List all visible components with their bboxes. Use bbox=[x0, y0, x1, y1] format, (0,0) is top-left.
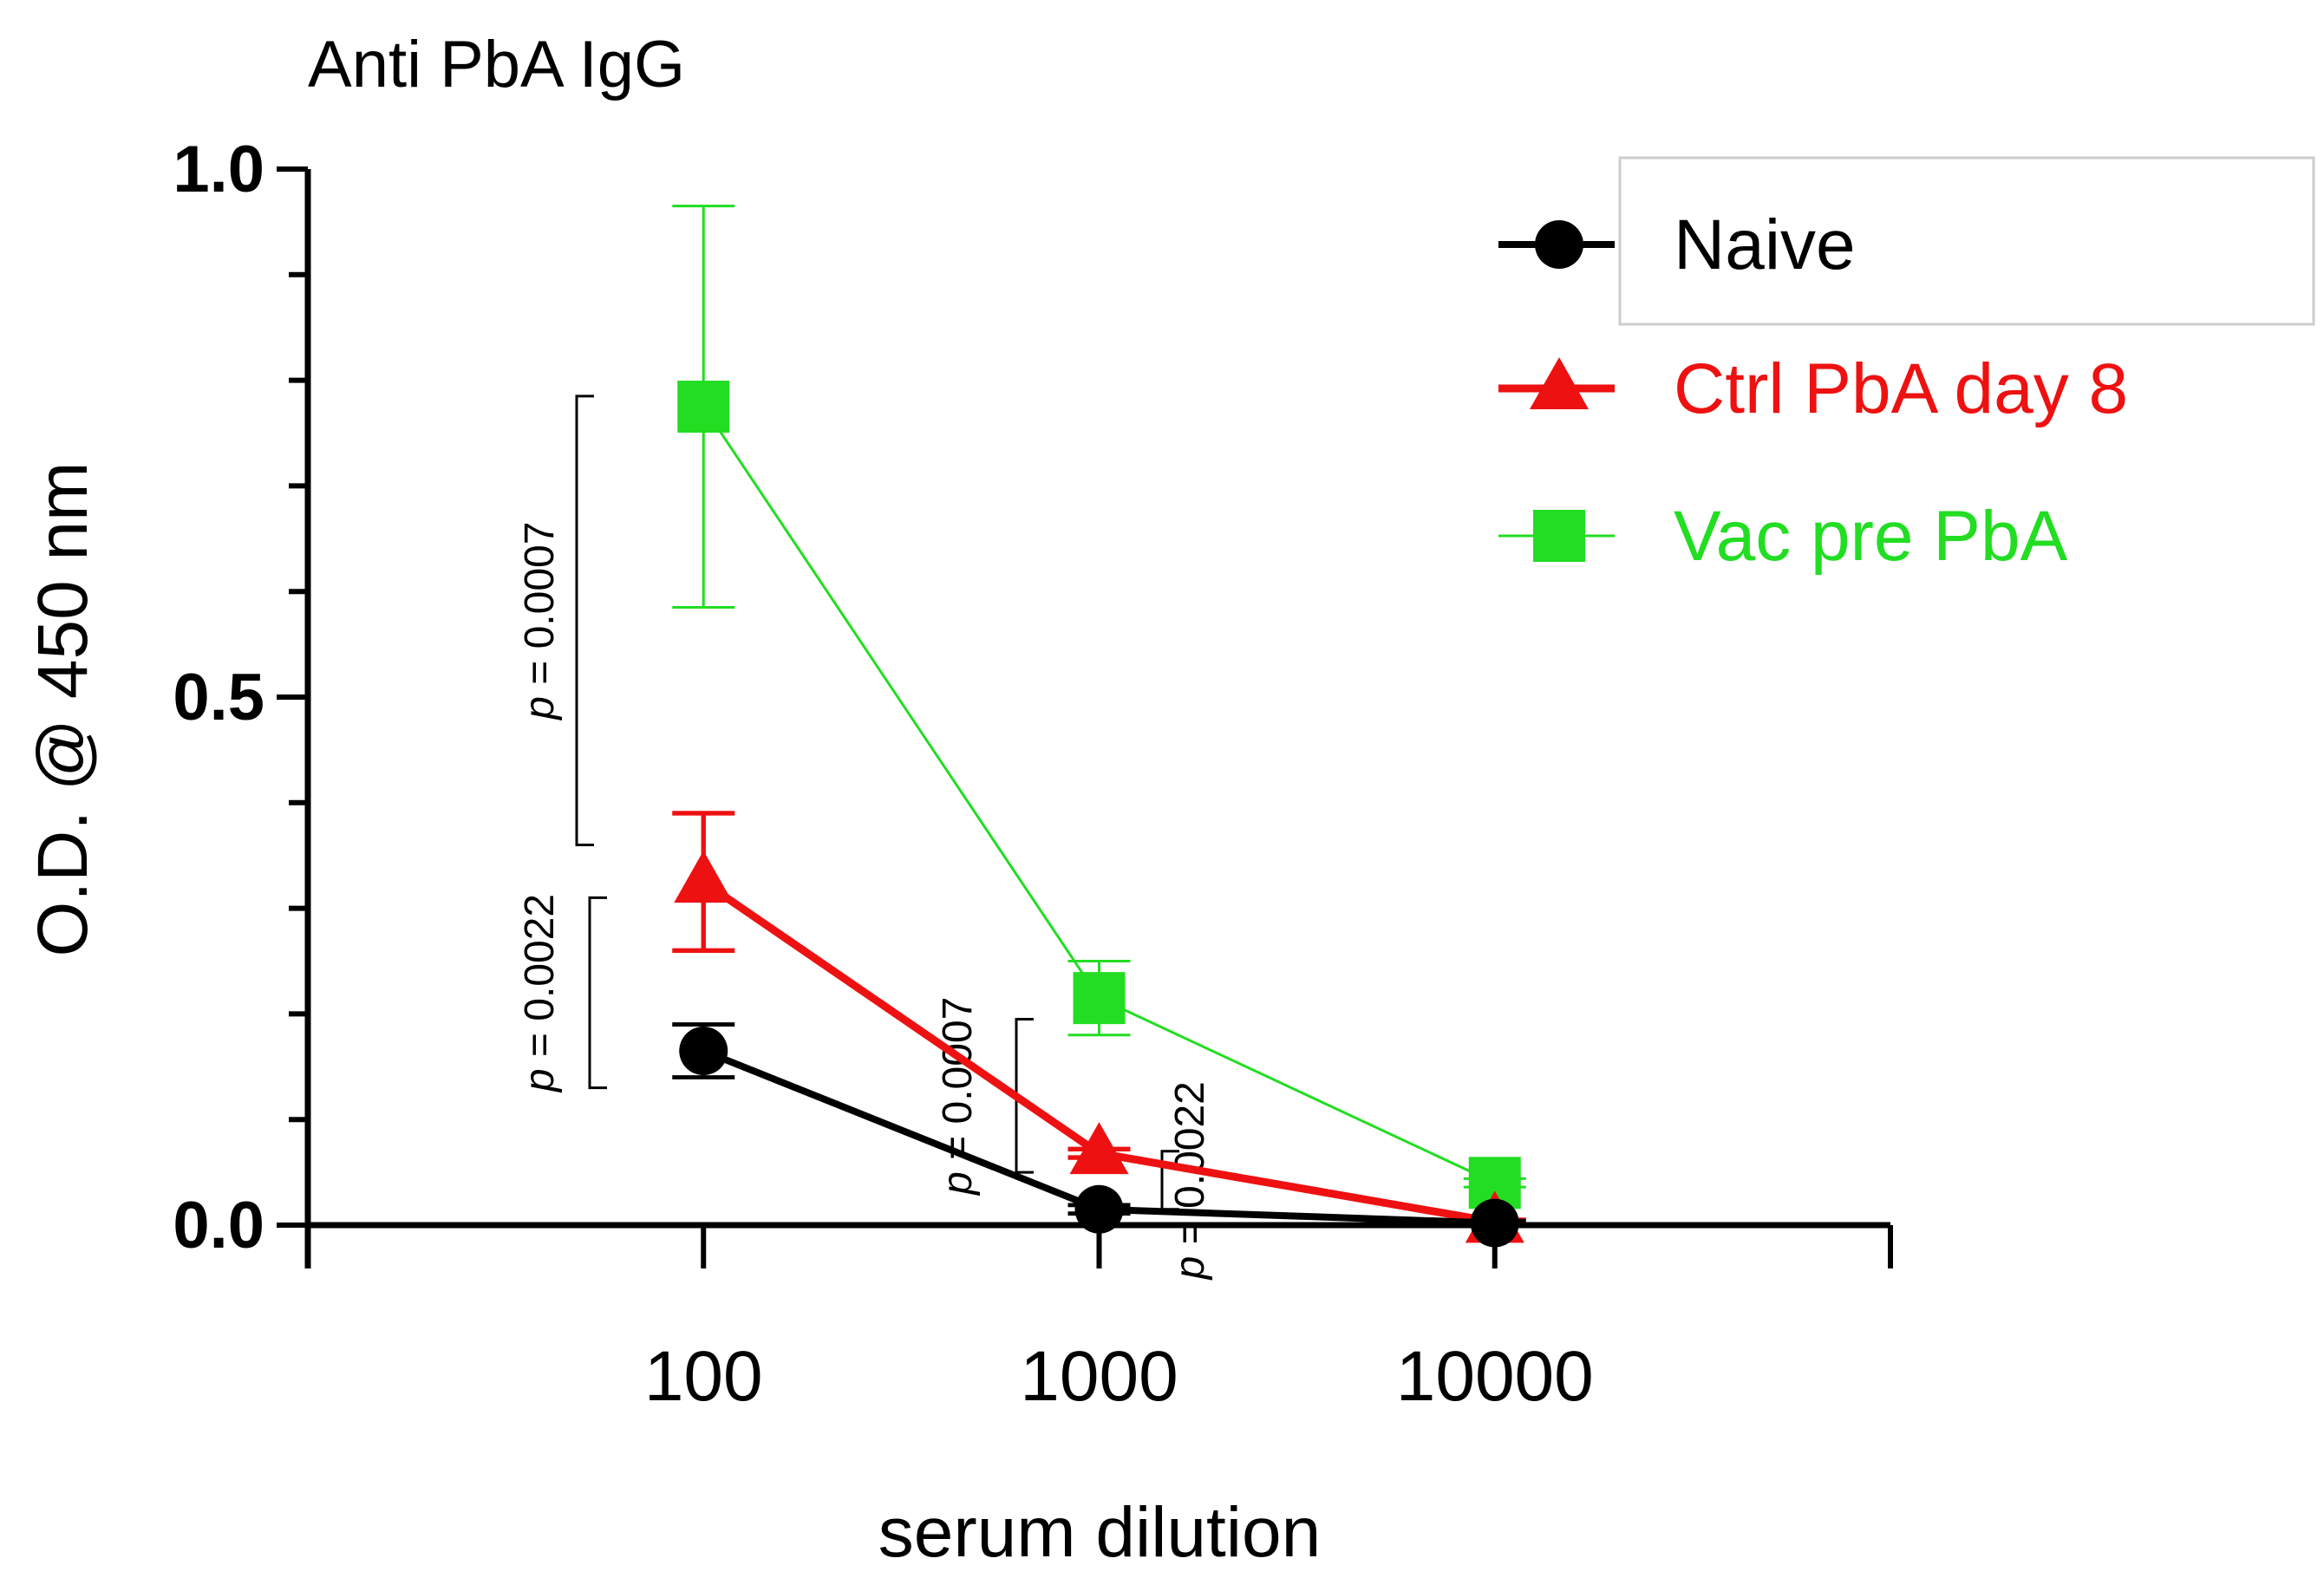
data-series bbox=[672, 205, 1526, 1248]
legend-label: Naive bbox=[1674, 205, 1856, 284]
data-point bbox=[674, 851, 734, 903]
chart-title: Anti PbA IgG bbox=[308, 28, 685, 101]
axes: 0.0 0.5 1.0 100 1000 10000 bbox=[173, 133, 1893, 1416]
data-point bbox=[1069, 1122, 1129, 1175]
p-value-label: p = 0.0007 bbox=[935, 997, 981, 1197]
data-point bbox=[679, 1027, 728, 1076]
legend-entry: Naive bbox=[1498, 205, 1856, 284]
series-naive bbox=[672, 1022, 1526, 1248]
p-value-annotation: p = 0.0022 bbox=[1160, 1081, 1213, 1281]
y-tick-label: 0.0 bbox=[173, 1189, 264, 1262]
p-value-annotation: p = 0.0022 bbox=[517, 894, 607, 1093]
p-symbol: p bbox=[935, 1171, 981, 1197]
p-value-label: p = 0.0022 bbox=[517, 894, 563, 1093]
significance-bracket bbox=[575, 394, 594, 847]
p-symbol: p bbox=[517, 1068, 563, 1093]
p-value-text: = 0.0022 bbox=[517, 894, 563, 1069]
series-line bbox=[702, 406, 1496, 1184]
p-symbol: p bbox=[1167, 1256, 1213, 1281]
legend-marker bbox=[1535, 220, 1583, 269]
data-point bbox=[1470, 1198, 1519, 1248]
data-point bbox=[1074, 1184, 1124, 1234]
legend-label: Ctrl PbA day 8 bbox=[1674, 349, 2128, 428]
legend-entry: Vac pre PbA bbox=[1498, 497, 2068, 576]
p-symbol: p bbox=[517, 696, 563, 721]
legend-marker bbox=[1530, 357, 1589, 409]
legend-entry: Ctrl PbA day 8 bbox=[1498, 349, 2128, 428]
x-tick-label: 10000 bbox=[1396, 1337, 1594, 1416]
x-tick-label: 1000 bbox=[1020, 1337, 1178, 1416]
p-value-label: p = 0.0022 bbox=[1167, 1081, 1213, 1281]
series-vac-pre-pba bbox=[672, 205, 1526, 1210]
legend: Naive Ctrl PbA day 8 Vac pre PbA bbox=[1498, 205, 2128, 576]
y-tick-label: 0.5 bbox=[173, 661, 264, 734]
y-axis-label: O.D. @ 450 nm bbox=[23, 462, 102, 957]
legend-box bbox=[1618, 156, 2315, 326]
data-point bbox=[1073, 972, 1126, 1025]
x-tick-label: 100 bbox=[644, 1337, 763, 1416]
legend-label: Vac pre PbA bbox=[1674, 497, 2068, 576]
data-point bbox=[677, 381, 730, 434]
p-value-text: = 0.0007 bbox=[517, 522, 563, 697]
p-value-label: p = 0.0007 bbox=[517, 522, 563, 721]
p-value-annotation: p = 0.0007 bbox=[517, 394, 594, 847]
significance-bracket bbox=[588, 896, 607, 1090]
y-tick-label: 1.0 bbox=[173, 133, 264, 206]
p-value-text: = 0.0007 bbox=[935, 997, 981, 1172]
legend-marker bbox=[1533, 510, 1585, 562]
x-axis-label: serum dilution bbox=[878, 1493, 1321, 1572]
